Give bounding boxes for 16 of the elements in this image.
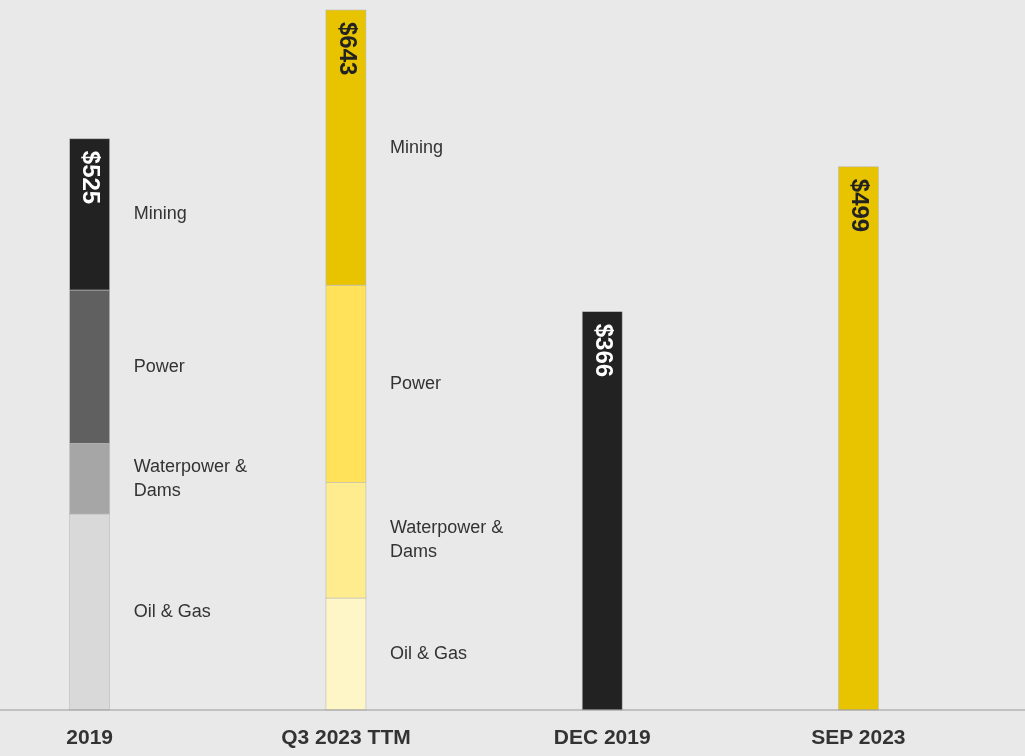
text: Oil & Gas <box>389 642 467 663</box>
text: Waterpower & Dams <box>389 517 504 561</box>
series-label: Power <box>133 355 185 376</box>
series-label: Mining <box>133 203 187 224</box>
annotation: $499 <box>847 178 875 233</box>
annotation: $643 <box>334 22 362 76</box>
x-tick-label: Q3 2023 TTM <box>281 725 411 748</box>
text: Power <box>389 372 441 393</box>
text: Mining <box>389 136 443 157</box>
annotation: $525 <box>78 150 106 205</box>
annotation: $366 <box>590 323 618 378</box>
series-label: Oil & Gas <box>133 600 211 621</box>
x-tick-label: 2019 <box>66 725 114 748</box>
x-tick-label: DEC 2019 <box>553 725 651 748</box>
series-label: Waterpower & Dams <box>133 455 248 500</box>
x-tick-label: SEP 2023 <box>811 725 906 748</box>
